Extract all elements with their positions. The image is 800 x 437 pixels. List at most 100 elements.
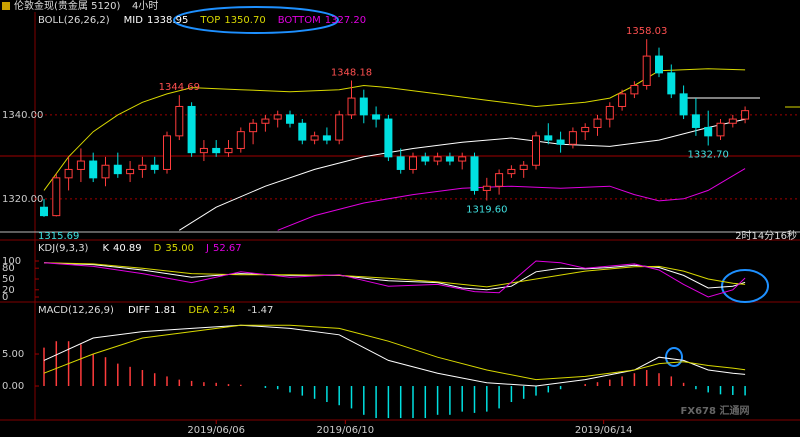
- legend-text: TOP: [199, 15, 220, 26]
- candle-body: [261, 118, 270, 124]
- legend-text: 2.54: [213, 305, 235, 316]
- candle-body: [655, 55, 663, 74]
- candle-body: [532, 135, 540, 166]
- candle-body: [581, 126, 590, 133]
- indicator-line: [179, 118, 746, 231]
- candle-body: [704, 126, 713, 137]
- candle-body: [236, 131, 245, 149]
- x-tick-label: 2019/06/14: [575, 425, 633, 436]
- candle-body: [470, 156, 479, 191]
- candle-body: [101, 164, 110, 179]
- candle-body: [593, 118, 602, 128]
- extreme-label: 1319.60: [466, 205, 507, 216]
- indicator-line: [43, 324, 746, 381]
- candle-body: [298, 122, 307, 141]
- y-tick-label: 80: [2, 263, 15, 274]
- y-tick-label: 100: [2, 256, 21, 267]
- candle-body: [52, 177, 61, 217]
- candle-body: [433, 156, 442, 162]
- legend-text: DEA: [188, 305, 209, 316]
- candle-body: [679, 93, 688, 116]
- y-tick-label: 20: [2, 285, 15, 296]
- app-icon: [2, 2, 10, 10]
- legend-text: DIFF: [128, 305, 150, 316]
- candle-body: [335, 114, 344, 141]
- extreme-label: 1348.18: [331, 68, 372, 79]
- candle-body: [187, 105, 196, 154]
- candle-body: [445, 156, 454, 162]
- y-tick-label: 0: [2, 292, 8, 303]
- candle-body: [667, 72, 676, 95]
- candle-body: [76, 160, 85, 170]
- candle-body: [507, 168, 516, 175]
- candle-body: [482, 185, 491, 191]
- watermark: FX678 汇通网: [681, 404, 750, 417]
- candle-body: [163, 135, 171, 170]
- highlight-ellipse: [721, 269, 769, 303]
- legend-text: D: [154, 243, 162, 254]
- legend-text: 1350.70: [224, 15, 265, 26]
- extreme-label: 1344.69: [159, 82, 200, 93]
- candle-body: [138, 164, 147, 170]
- candle-body: [630, 84, 639, 95]
- candle-body: [175, 105, 184, 137]
- instrument-title: 伦敦金现(贵金属 5120): [14, 0, 121, 12]
- countdown: 2时14分16秒: [735, 229, 797, 242]
- candle-body: [396, 156, 405, 170]
- candle-body: [605, 105, 614, 120]
- indicator-line: [43, 68, 746, 191]
- x-tick-label: 2019/06/10: [317, 425, 375, 436]
- candle-body: [544, 135, 553, 141]
- legend-text: K: [102, 243, 109, 254]
- candle-body: [642, 55, 651, 86]
- legend-text: 35.00: [165, 243, 194, 254]
- extreme-label: 1332.70: [688, 150, 729, 161]
- candle-body: [372, 114, 381, 120]
- candle-body: [249, 122, 258, 133]
- legend-text: 1327.20: [325, 15, 366, 26]
- candle-body: [741, 110, 750, 120]
- y-tick-label: 50: [2, 274, 15, 285]
- candle-body: [322, 135, 331, 141]
- candle-body: [273, 114, 282, 120]
- x-tick-label: 2019/06/06: [187, 425, 245, 436]
- candle-body: [286, 114, 294, 124]
- candle-body: [421, 156, 430, 162]
- candle-body: [199, 147, 208, 154]
- legend-text: 1.81: [154, 305, 176, 316]
- candle-body: [568, 131, 577, 145]
- candle-body: [212, 147, 221, 154]
- indicator-line: [43, 262, 746, 288]
- legend-text: KDJ(9,3,3): [38, 243, 89, 254]
- candle-body: [519, 164, 528, 170]
- candle-body: [728, 118, 737, 124]
- y-tick-label: 5.00: [2, 349, 24, 360]
- highlight-ellipse: [173, 6, 339, 34]
- candle-body: [618, 93, 627, 107]
- highlight-ellipse: [665, 347, 683, 367]
- candle-body: [384, 118, 393, 158]
- candle-body: [89, 160, 98, 179]
- candle-body: [691, 114, 700, 128]
- indicator-line: [277, 168, 746, 231]
- indicator-line: [43, 262, 746, 291]
- y-tick-label: 1320.00: [2, 194, 43, 205]
- candle-body: [40, 206, 48, 217]
- candle-body: [150, 164, 159, 170]
- legend-text: BOLL(26,26,2): [38, 15, 110, 26]
- candle-body: [359, 97, 368, 116]
- candle-body: [64, 168, 73, 179]
- candle-body: [113, 164, 122, 175]
- legend-text: J: [205, 243, 209, 254]
- candle-body: [495, 173, 504, 187]
- period[interactable]: 4小时: [132, 0, 158, 12]
- y-tick-label: 0.00: [2, 381, 24, 392]
- candle-body: [556, 139, 565, 145]
- candle-body: [347, 97, 356, 116]
- candle-body: [458, 156, 467, 162]
- candle-body: [224, 147, 233, 154]
- candle-body: [409, 156, 417, 170]
- y-tick-label: 1340.00: [2, 110, 43, 121]
